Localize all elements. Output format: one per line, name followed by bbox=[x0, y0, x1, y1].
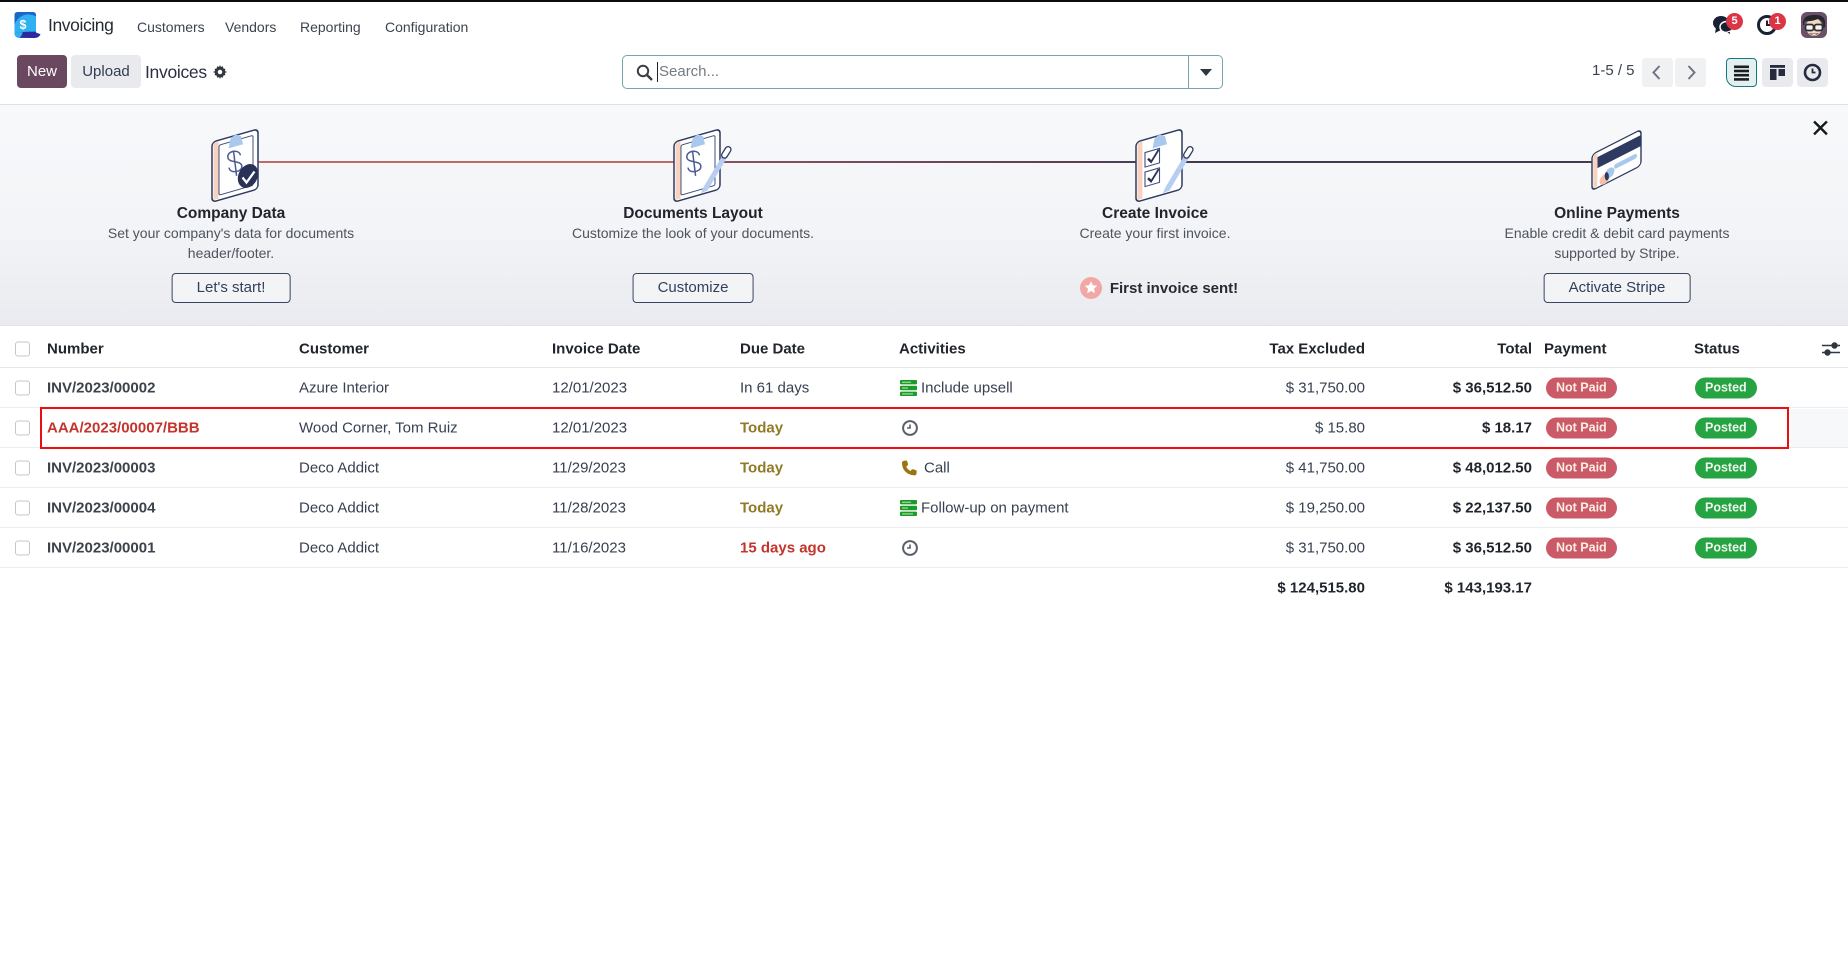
svg-text:$: $ bbox=[20, 18, 27, 32]
